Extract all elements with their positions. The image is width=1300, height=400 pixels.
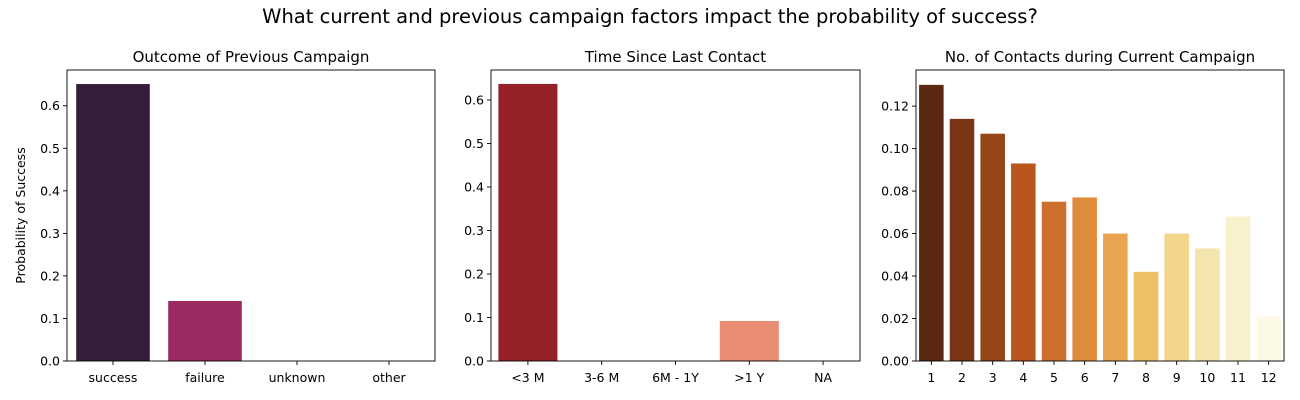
ytick-label: 0.2: [40, 268, 60, 283]
ytick-label: 0.0: [464, 354, 484, 369]
xtick-label: 2: [958, 370, 966, 385]
bar-3-11: [1225, 216, 1251, 361]
chart-panel-1: 0.0 0.1 0.2 0.3 0.4 0.5 0.6 success failure unkno…: [13, 48, 436, 385]
ytick-label: 0.1: [40, 311, 60, 326]
ytick-label: 0.4: [40, 183, 60, 198]
xtick-label: <3 M: [511, 370, 544, 385]
ytick-label: 0.00: [881, 354, 909, 369]
xtick-label: unknown: [269, 370, 326, 385]
ytick-label: 0.04: [881, 269, 909, 284]
bar-3-8: [1133, 271, 1159, 361]
bar-1-1: [76, 84, 150, 361]
xtick-label: 4: [1019, 370, 1027, 385]
xtick-label: failure: [185, 370, 225, 385]
ytick-label: 0.2: [464, 267, 484, 282]
chart-panel-3: 0.000.020.040.060.080.100.121 2 3 4 5 6 7 8 9 10 1…: [881, 48, 1285, 385]
ytick-label: 0.3: [464, 223, 484, 238]
chart-title: No. of Contacts during Current Campaign: [945, 48, 1255, 66]
xtick-label: 3: [989, 370, 997, 385]
xtick-label: 9: [1173, 370, 1181, 385]
xtick-label: success: [89, 370, 138, 385]
bar-3-7: [1103, 233, 1128, 361]
ytick-label: 0.5: [40, 141, 60, 156]
ytick-label: 0.6: [464, 93, 484, 108]
bar-3-6: [1072, 197, 1097, 361]
chart-panel-2: 0.0 0.1 0.2 0.3 0.4 0.5 0.6 <3 M 3-6 M 6M - 1Y >1 …: [464, 48, 861, 385]
chart-title: Outcome of Previous Campaign: [133, 48, 370, 66]
xtick-label: 3-6 M: [584, 370, 619, 385]
xtick-label: 12: [1261, 370, 1277, 385]
ytick-label: 0.10: [881, 141, 909, 156]
bar-3-3: [980, 133, 1005, 361]
xtick-label: 6M - 1Y: [652, 370, 699, 385]
ytick-label: 0.5: [464, 136, 484, 151]
plot-frame: [915, 69, 1285, 362]
y-axis-label: Probability of Success: [13, 147, 28, 283]
ytick-label: 0.08: [881, 184, 909, 199]
xtick-label: 1: [927, 370, 935, 385]
ytick-label: 0.1: [464, 310, 484, 325]
bar-3-9: [1164, 233, 1189, 361]
bar-1-2: [168, 301, 242, 361]
xtick-label: 11: [1230, 370, 1246, 385]
bar-3-12: [1256, 316, 1281, 361]
figure-title: What current and previous campaign facto…: [262, 5, 1038, 28]
bar-3-5: [1041, 201, 1067, 361]
bar-3-4: [1011, 163, 1036, 361]
ytick-label: 0.0: [40, 354, 60, 369]
ytick-label: 0.6: [40, 98, 60, 113]
ytick-label: 0.3: [40, 226, 60, 241]
xtick-label: 10: [1199, 370, 1215, 385]
bar-3-1: [919, 84, 944, 361]
bar-3-2: [949, 118, 975, 362]
xtick-label: 7: [1111, 370, 1119, 385]
ytick-label: 0.12: [881, 99, 909, 114]
bar-2-4: [719, 320, 779, 361]
plot-frame: [66, 69, 436, 362]
xtick-label: NA: [814, 370, 832, 385]
ytick-label: 0.4: [464, 180, 484, 195]
bar-3-10: [1195, 248, 1220, 361]
ytick-label: 0.02: [881, 311, 909, 326]
xtick-label: other: [372, 370, 406, 385]
xtick-label: 6: [1081, 370, 1089, 385]
chart-title: Time Since Last Contact: [584, 48, 766, 66]
ytick-label: 0.06: [881, 226, 909, 241]
bar-2-1: [498, 83, 558, 361]
xtick-label: 5: [1050, 370, 1058, 385]
xtick-label: 8: [1142, 370, 1150, 385]
xtick-label: >1 Y: [734, 370, 764, 385]
